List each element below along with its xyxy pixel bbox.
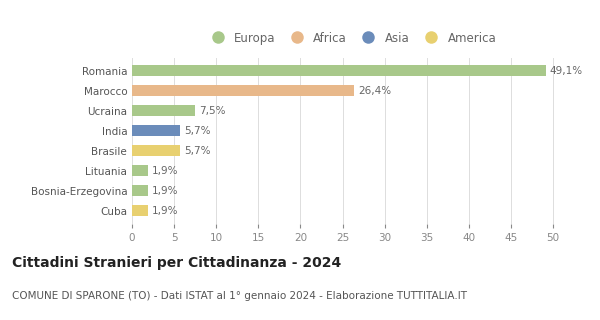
Bar: [132, 125, 180, 136]
Text: 1,9%: 1,9%: [152, 166, 179, 176]
Text: 7,5%: 7,5%: [199, 106, 226, 116]
Text: COMUNE DI SPARONE (TO) - Dati ISTAT al 1° gennaio 2024 - Elaborazione TUTTITALIA: COMUNE DI SPARONE (TO) - Dati ISTAT al 1…: [12, 291, 467, 301]
Text: 1,9%: 1,9%: [152, 186, 179, 196]
Bar: [132, 105, 195, 116]
Text: 1,9%: 1,9%: [152, 206, 179, 216]
Bar: [132, 145, 180, 156]
Bar: [132, 85, 355, 96]
Text: 26,4%: 26,4%: [359, 86, 392, 96]
Bar: [132, 185, 148, 196]
Bar: [132, 165, 148, 176]
Bar: [132, 65, 545, 76]
Legend: Europa, Africa, Asia, America: Europa, Africa, Asia, America: [201, 27, 501, 49]
Text: 49,1%: 49,1%: [550, 66, 583, 76]
Text: Cittadini Stranieri per Cittadinanza - 2024: Cittadini Stranieri per Cittadinanza - 2…: [12, 256, 341, 270]
Text: 5,7%: 5,7%: [184, 126, 211, 136]
Text: 5,7%: 5,7%: [184, 146, 211, 156]
Bar: [132, 205, 148, 216]
